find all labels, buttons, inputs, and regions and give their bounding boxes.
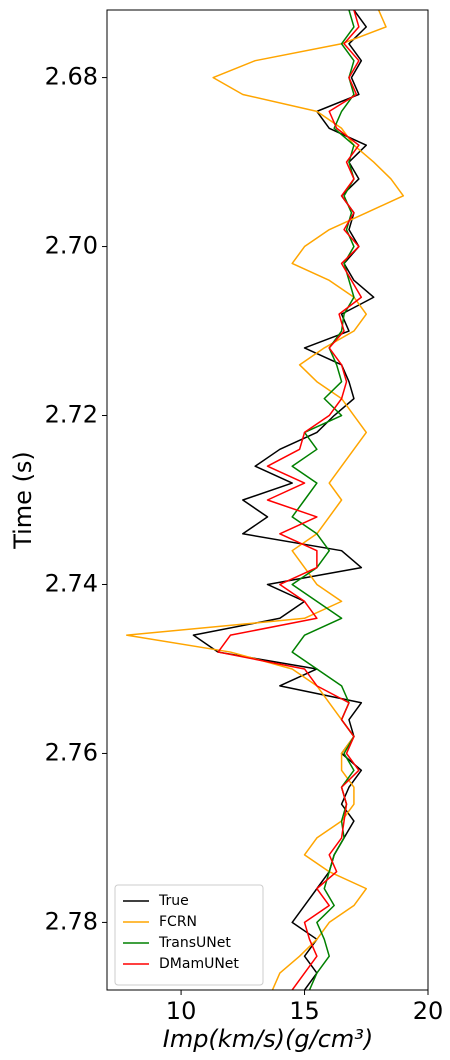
plot-frame [106, 9, 429, 991]
y-tick-label: 2.74 [45, 569, 98, 597]
legend-label: TransUNet [158, 935, 231, 951]
x-tick-label: 20 [413, 997, 444, 1025]
series-line [291, 10, 355, 990]
y-tick-label: 2.68 [45, 63, 98, 91]
y-tick-label: 2.72 [45, 401, 98, 429]
x-axis-label: Imp(km/s)(g/cm³) [163, 1025, 374, 1053]
y-axis-label: Time (s) [9, 451, 37, 550]
series-line [217, 10, 363, 990]
y-tick-label: 2.78 [45, 907, 98, 935]
plot-lines [126, 10, 405, 990]
legend-box [114, 884, 264, 986]
series-line [192, 10, 375, 990]
y-tick-label: 2.70 [45, 232, 98, 260]
legend-label: FCRN [159, 914, 197, 930]
legend-label: DMamUNet [159, 956, 239, 972]
x-tick-label: 15 [289, 997, 320, 1025]
legend-label: True [158, 893, 189, 909]
y-tick-label: 2.76 [45, 738, 98, 766]
series-line [126, 10, 405, 990]
x-tick-label: 10 [166, 997, 197, 1025]
